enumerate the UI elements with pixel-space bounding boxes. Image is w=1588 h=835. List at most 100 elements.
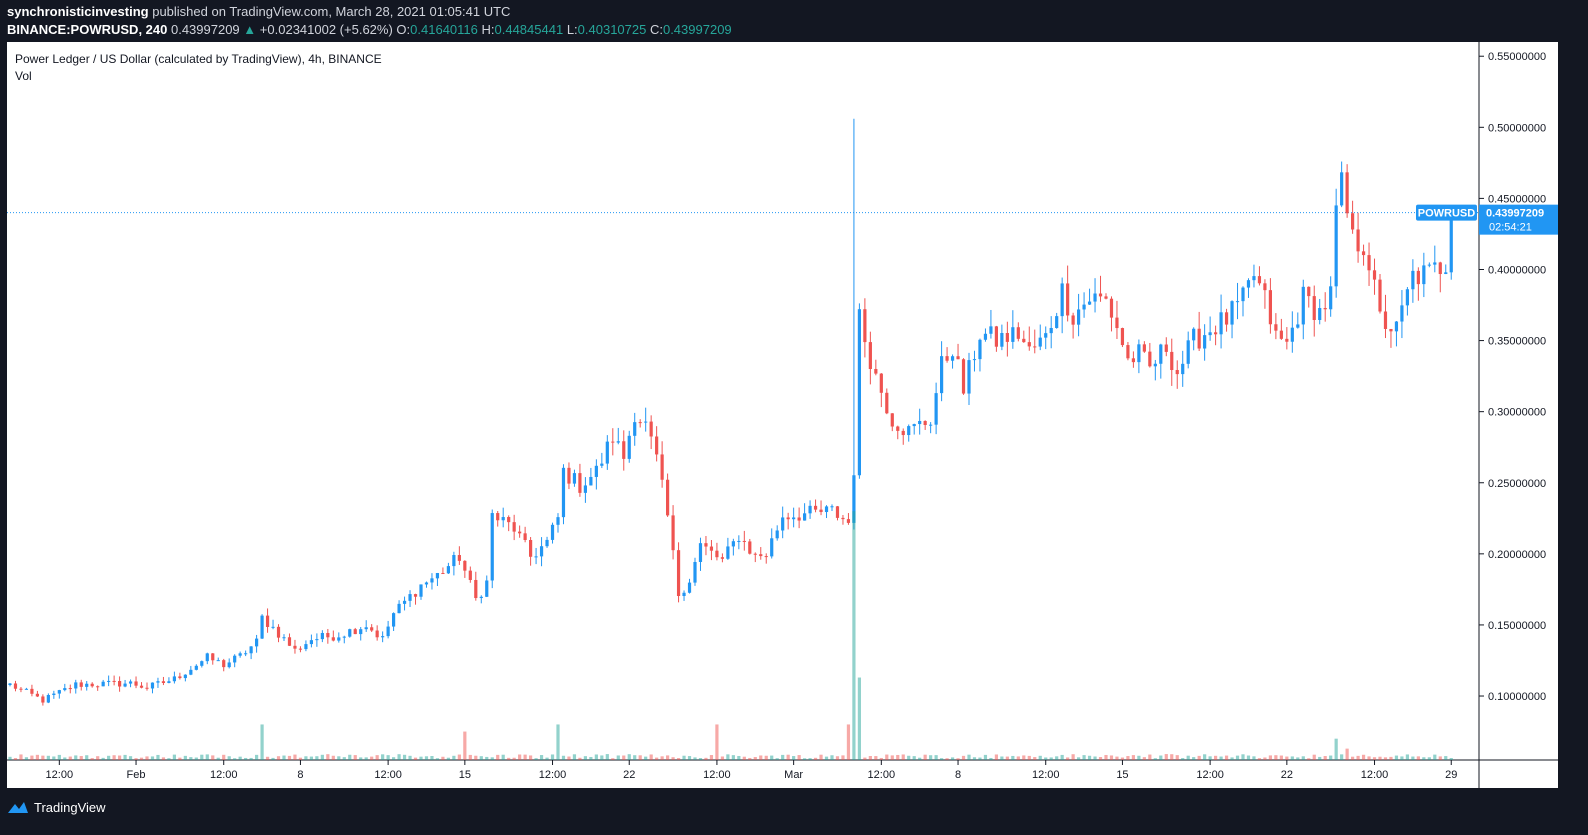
candle[interactable] (101, 681, 105, 687)
candle[interactable] (676, 550, 681, 597)
candle[interactable] (830, 506, 834, 508)
candle[interactable] (808, 505, 812, 514)
candle[interactable] (940, 356, 944, 394)
candle[interactable] (490, 513, 494, 581)
candle[interactable] (1263, 283, 1267, 291)
candle[interactable] (709, 546, 714, 551)
candle[interactable] (901, 430, 905, 436)
candle[interactable] (1400, 305, 1404, 322)
candle[interactable] (435, 573, 440, 579)
candle[interactable] (594, 465, 598, 477)
candle[interactable] (276, 626, 281, 638)
candle[interactable] (496, 513, 500, 521)
candle[interactable] (1153, 363, 1157, 367)
candle[interactable] (967, 360, 971, 394)
candle[interactable] (1389, 328, 1393, 332)
candle[interactable] (1307, 286, 1311, 297)
candle[interactable] (1016, 327, 1020, 339)
candle[interactable] (693, 561, 697, 583)
candle[interactable] (24, 688, 29, 690)
candle[interactable] (655, 436, 659, 455)
candle[interactable] (1340, 172, 1344, 206)
candle[interactable] (90, 683, 94, 687)
candle[interactable] (1427, 264, 1431, 266)
candle[interactable] (671, 515, 675, 551)
author-name[interactable]: synchronisticinvesting (7, 4, 149, 19)
candle[interactable] (737, 540, 741, 542)
candle[interactable] (868, 342, 872, 369)
candle[interactable] (1405, 289, 1409, 306)
candle[interactable] (572, 473, 577, 484)
candle[interactable] (748, 541, 752, 554)
candle[interactable] (41, 696, 45, 703)
candle[interactable] (381, 636, 385, 638)
candle[interactable] (1131, 358, 1135, 363)
candle[interactable] (337, 637, 341, 641)
candle[interactable] (759, 554, 763, 557)
candle[interactable] (1181, 363, 1185, 375)
candle[interactable] (1246, 280, 1251, 288)
candle[interactable] (79, 682, 83, 687)
candle[interactable] (13, 683, 18, 689)
candle[interactable] (123, 683, 127, 687)
candle[interactable] (1137, 344, 1141, 363)
candle[interactable] (8, 683, 12, 686)
candle[interactable] (1444, 272, 1448, 275)
candle[interactable] (583, 485, 587, 493)
candle[interactable] (68, 688, 72, 690)
candle[interactable] (523, 533, 527, 540)
candle[interactable] (315, 639, 319, 641)
candle[interactable] (392, 613, 396, 627)
candle[interactable] (150, 682, 155, 689)
candle[interactable] (589, 476, 593, 486)
candle[interactable] (545, 539, 549, 547)
candle[interactable] (370, 627, 374, 631)
candle[interactable] (375, 630, 379, 638)
candle[interactable] (1312, 296, 1316, 321)
candle[interactable] (1033, 346, 1037, 348)
candle[interactable] (857, 309, 861, 476)
candle[interactable] (128, 681, 133, 684)
candle[interactable] (298, 648, 303, 650)
candle[interactable] (457, 555, 461, 561)
candle[interactable] (781, 517, 785, 531)
candle[interactable] (890, 413, 894, 427)
candle[interactable] (863, 309, 867, 343)
candle[interactable] (1383, 311, 1388, 329)
candle[interactable] (512, 522, 516, 532)
candle[interactable] (57, 690, 61, 694)
candle[interactable] (1416, 270, 1420, 285)
candle[interactable] (172, 676, 176, 682)
candle[interactable] (534, 556, 538, 558)
candle[interactable] (413, 594, 418, 597)
candle[interactable] (1011, 327, 1015, 342)
candle[interactable] (666, 479, 670, 516)
candle[interactable] (309, 640, 313, 645)
candle[interactable] (1115, 317, 1119, 329)
candle[interactable] (189, 669, 193, 675)
candle[interactable] (233, 655, 237, 663)
candle[interactable] (1186, 340, 1190, 364)
candle[interactable] (1279, 330, 1283, 339)
candle[interactable] (1296, 324, 1300, 328)
candle[interactable] (633, 422, 637, 436)
candle[interactable] (556, 517, 560, 525)
candle[interactable] (1192, 328, 1196, 341)
candle[interactable] (929, 424, 933, 426)
candle[interactable] (1109, 298, 1114, 318)
candle[interactable] (293, 645, 297, 649)
candle[interactable] (742, 540, 746, 542)
candle[interactable] (446, 566, 450, 574)
candle[interactable] (687, 582, 692, 593)
candle[interactable] (824, 506, 829, 513)
candle[interactable] (1000, 333, 1004, 347)
candle[interactable] (359, 629, 363, 635)
candle[interactable] (216, 660, 220, 662)
candle[interactable] (518, 531, 522, 534)
candle[interactable] (1005, 333, 1009, 342)
candle[interactable] (419, 584, 423, 597)
candle[interactable] (698, 543, 703, 562)
candle[interactable] (918, 420, 922, 425)
candle[interactable] (978, 339, 982, 360)
candle[interactable] (1230, 301, 1234, 325)
